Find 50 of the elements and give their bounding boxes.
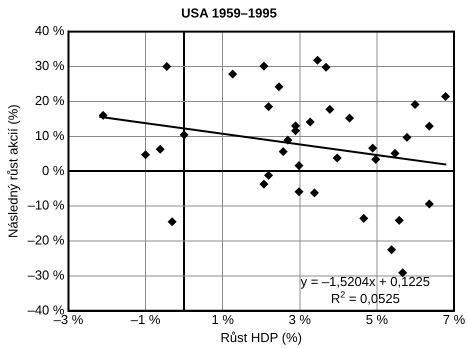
point <box>402 132 412 142</box>
y-tick-label: –10 % <box>28 198 65 213</box>
x-tick-label: –1 % <box>130 312 161 328</box>
point <box>274 82 284 92</box>
point <box>228 70 238 79</box>
chart-title: USA 1959–1995 <box>181 5 277 20</box>
point <box>306 117 315 126</box>
point <box>390 148 400 158</box>
point <box>387 245 396 254</box>
y-tick-label: 20 % <box>34 92 65 108</box>
x-axis-title: Růst HDP (%) <box>220 330 302 345</box>
y-tick-label: 30 % <box>34 58 65 74</box>
point <box>141 150 150 160</box>
point <box>283 136 292 145</box>
point <box>332 153 342 162</box>
point <box>368 144 378 153</box>
y-tick-label: 0 % <box>42 162 65 178</box>
x-tick-label: 3 % <box>288 312 312 328</box>
point <box>441 92 450 102</box>
point <box>294 161 304 170</box>
point <box>310 188 319 198</box>
point <box>168 217 177 226</box>
point <box>371 154 380 164</box>
x-tick-label: 7 % <box>442 312 466 328</box>
annotation: y = –1,5204x + 0,1225 <box>300 274 430 289</box>
point <box>259 62 268 71</box>
point <box>259 180 268 189</box>
point <box>424 122 434 131</box>
y-tick-label: 10 % <box>34 128 65 143</box>
point <box>313 56 322 65</box>
point <box>162 62 172 71</box>
point <box>156 144 165 154</box>
y-tick-label: –30 % <box>28 267 65 282</box>
point <box>322 62 330 72</box>
point <box>424 200 434 209</box>
y-axis-title: Následný růst akcií (%) <box>5 104 20 238</box>
point <box>345 114 354 123</box>
point <box>278 147 288 156</box>
x-tick-label: 1 % <box>211 312 234 328</box>
point <box>264 102 274 112</box>
point <box>294 187 304 196</box>
point <box>180 130 189 140</box>
y-tick-label: 40 % <box>34 23 65 38</box>
point <box>98 110 108 120</box>
point <box>394 216 404 225</box>
point <box>410 100 420 110</box>
point <box>325 104 334 114</box>
y-tick-label: –20 % <box>28 232 65 248</box>
point <box>359 214 368 223</box>
x-tick-label: 5 % <box>366 312 389 328</box>
